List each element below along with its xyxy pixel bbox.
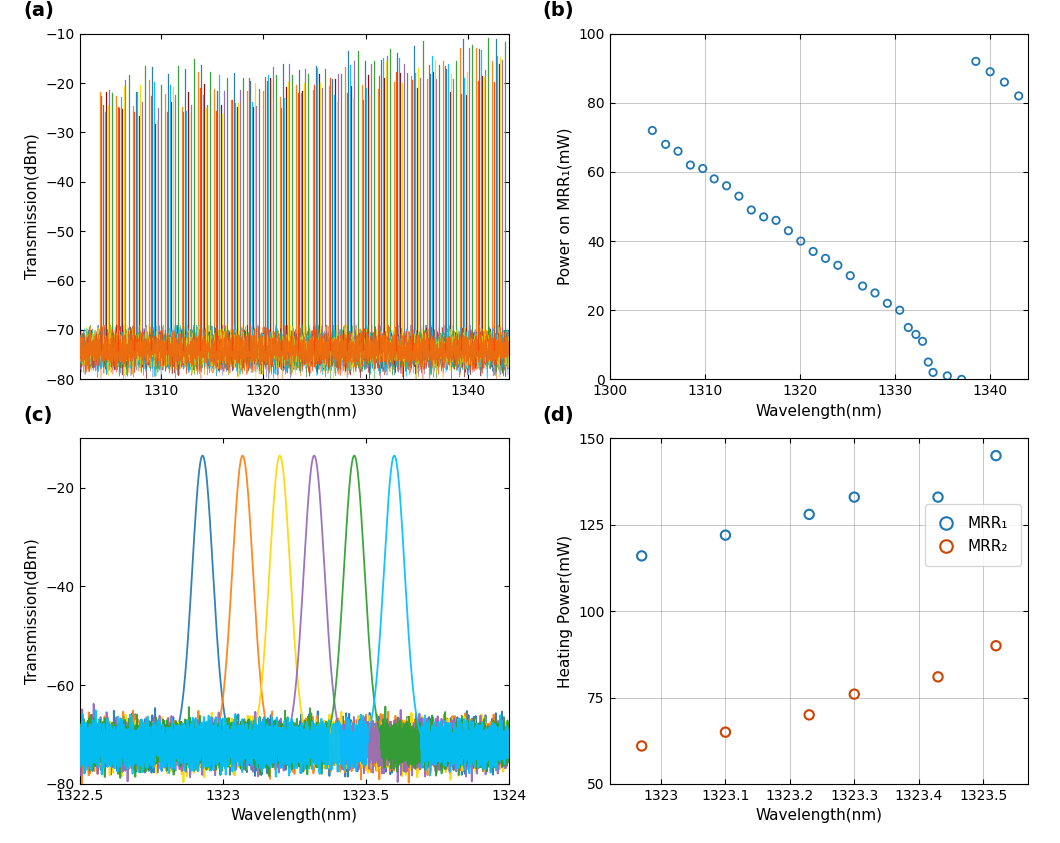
Point xyxy=(900,320,917,334)
Point xyxy=(694,162,711,175)
Text: (c): (c) xyxy=(23,405,53,425)
Point xyxy=(891,303,908,317)
Point xyxy=(792,234,809,248)
Point xyxy=(829,259,846,272)
Point xyxy=(924,366,941,379)
Point xyxy=(879,297,896,310)
Point xyxy=(930,670,947,684)
Point xyxy=(670,144,687,158)
Point xyxy=(717,725,734,738)
Point xyxy=(988,448,1005,462)
Point xyxy=(866,286,883,299)
Point xyxy=(854,279,871,293)
Point xyxy=(755,210,772,223)
Point xyxy=(706,172,723,185)
Point xyxy=(914,335,931,348)
Point xyxy=(800,708,817,722)
Point xyxy=(780,224,797,238)
Y-axis label: Transmission(dBm): Transmission(dBm) xyxy=(24,539,40,684)
X-axis label: Wavelength(nm): Wavelength(nm) xyxy=(231,808,357,824)
Point xyxy=(805,244,822,258)
Point xyxy=(643,124,660,137)
Text: (b): (b) xyxy=(543,1,575,20)
Point xyxy=(930,491,947,504)
Point xyxy=(633,549,650,562)
Point xyxy=(982,65,999,78)
Text: (d): (d) xyxy=(543,405,575,425)
Point xyxy=(682,158,699,172)
Point xyxy=(633,739,650,753)
Legend: MRR₁, MRR₂: MRR₁, MRR₂ xyxy=(925,504,1021,566)
Point xyxy=(846,687,863,701)
Point xyxy=(743,203,760,217)
Point xyxy=(1010,89,1027,103)
Y-axis label: Heating Power(mW): Heating Power(mW) xyxy=(558,534,572,688)
Point xyxy=(718,179,735,192)
Point xyxy=(846,491,863,504)
Point xyxy=(717,529,734,542)
Y-axis label: Transmission(dBm): Transmission(dBm) xyxy=(24,134,40,279)
X-axis label: Wavelength(nm): Wavelength(nm) xyxy=(756,404,882,419)
Point xyxy=(996,75,1013,89)
Point xyxy=(920,355,937,368)
Point xyxy=(988,639,1005,652)
Point xyxy=(907,328,924,341)
Point xyxy=(767,213,784,227)
Point xyxy=(939,369,956,383)
Text: (a): (a) xyxy=(23,1,54,20)
Point xyxy=(800,507,817,521)
Point xyxy=(817,251,834,265)
X-axis label: Wavelength(nm): Wavelength(nm) xyxy=(231,404,357,419)
Point xyxy=(730,190,747,203)
Y-axis label: Power on MRR₁(mW): Power on MRR₁(mW) xyxy=(558,128,572,285)
X-axis label: Wavelength(nm): Wavelength(nm) xyxy=(756,808,882,824)
Point xyxy=(953,373,970,386)
Point xyxy=(657,137,674,151)
Point xyxy=(842,269,859,282)
Point xyxy=(968,55,985,68)
